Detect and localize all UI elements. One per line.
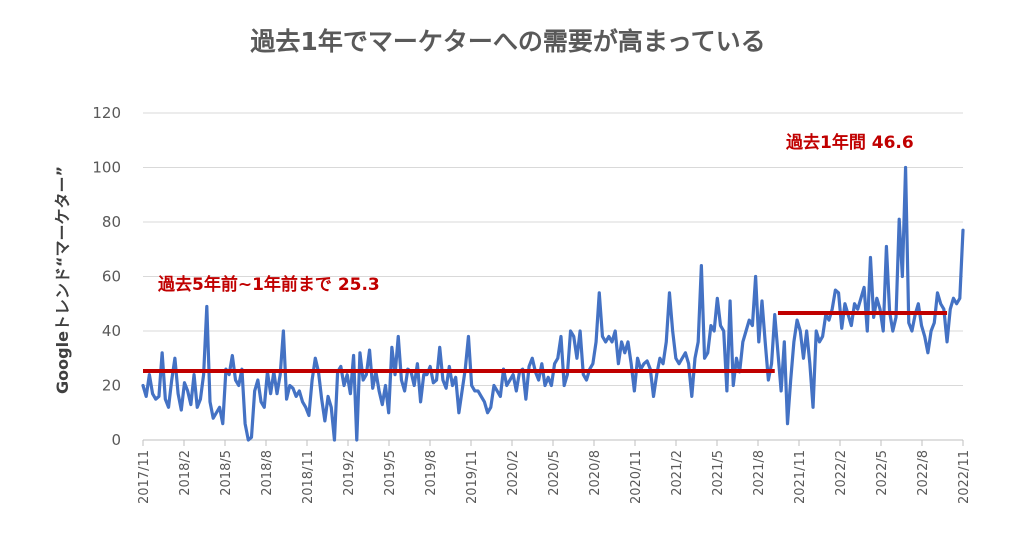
- x-tick-label: 2022/8: [916, 450, 931, 496]
- series: [141, 165, 965, 442]
- x-tick-label: 2022/11: [957, 450, 972, 504]
- axes: [142, 439, 964, 446]
- reference-lines: [143, 311, 948, 374]
- y-tick-label: 60: [102, 268, 121, 286]
- annotation-past-year: 過去1年間 46.6: [786, 132, 914, 153]
- y-tick-labels: 0 20 40 60 80 100 120: [92, 104, 121, 449]
- series-line-marketer: [141, 165, 965, 442]
- annotation-prior-4-years: 過去5年前~1年前まで 25.3: [158, 274, 380, 295]
- y-tick-label: 100: [92, 159, 121, 177]
- y-tick-label: 0: [111, 431, 121, 449]
- x-tick-label: 2022/5: [875, 450, 890, 496]
- x-tick-label: 2018/8: [260, 450, 275, 496]
- x-tick-label: 2022/2: [834, 450, 849, 496]
- y-tick-label: 80: [102, 213, 121, 231]
- y-tick-label: 120: [92, 104, 121, 122]
- x-tick-label: 2020/11: [629, 450, 644, 504]
- y-axis-label: Googleトレンド“マーケター”: [53, 166, 72, 394]
- x-tick-label: 2021/5: [711, 450, 726, 496]
- x-tick-label: 2019/5: [383, 450, 398, 496]
- x-tick-label: 2020/2: [506, 450, 521, 496]
- x-tick-label: 2021/11: [793, 450, 808, 504]
- grid-lines: [143, 112, 963, 386]
- x-tick-label: 2019/8: [424, 450, 439, 496]
- x-tick-label: 2021/8: [752, 450, 767, 496]
- y-tick-label: 20: [102, 377, 121, 395]
- x-tick-label: 2019/2: [342, 450, 357, 496]
- x-tick-labels: 2017/11 2018/2 2018/5 2018/8 2018/11 2019/2 20…: [137, 450, 972, 504]
- x-tick-label: 2018/11: [301, 450, 316, 504]
- x-tick-label: 2017/11: [137, 450, 152, 504]
- x-tick-label: 2019/11: [465, 450, 480, 504]
- annotations: 過去5年前~1年前まで 25.3 過去1年間 46.6: [158, 132, 914, 295]
- chart-title: 過去1年でマーケターへの需要が高まっている: [250, 27, 766, 56]
- x-tick-label: 2018/5: [219, 450, 234, 496]
- y-tick-label: 40: [102, 322, 121, 340]
- x-tick-label: 2020/5: [547, 450, 562, 496]
- x-tick-label: 2021/2: [670, 450, 685, 496]
- x-tick-label: 2020/8: [588, 450, 603, 496]
- x-tick-label: 2018/2: [178, 450, 193, 496]
